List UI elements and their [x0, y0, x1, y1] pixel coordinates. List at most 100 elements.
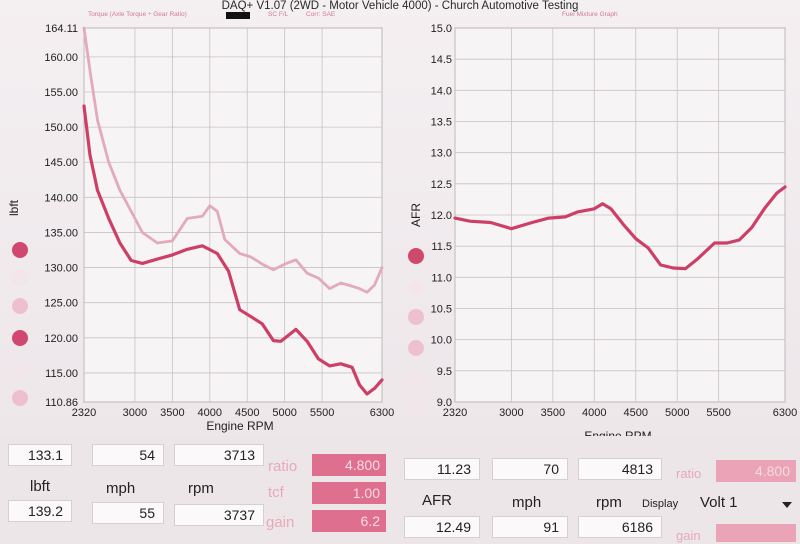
left-chart-subtitle-3: Corr: SAE	[306, 11, 336, 18]
header: DAQ+ V1.07 (2WD - Motor Vehicle 4000) - …	[0, 0, 800, 19]
tcf-field[interactable]: 1.00	[312, 482, 386, 504]
gain-label-right: gain	[676, 528, 701, 543]
ratio-field-right[interactable]: 4.800	[716, 460, 796, 482]
y-tick-label: 9.5	[437, 366, 452, 378]
rpm-readout-3: 4813	[578, 458, 662, 480]
gain-label: gain	[266, 514, 295, 531]
y-tick-label: 12.5	[431, 179, 452, 191]
torque-chart: 164.11 160.00 155.00 150.00 145.00 140.00 135.…	[7, 23, 394, 433]
y-tick-label: 10.5	[431, 304, 452, 316]
gain-field[interactable]: 6.2	[312, 510, 386, 532]
x-tick-label: 4000	[582, 407, 606, 419]
right-chart-subtitle: Fuel Mixture Graph	[562, 11, 618, 18]
x-tick-label: 2320	[72, 407, 96, 419]
x-tick-label: 4000	[198, 407, 222, 419]
window-title: DAQ+ V1.07 (2WD - Motor Vehicle 4000) - …	[221, 0, 579, 12]
torque-readout-1: 133.1	[8, 444, 72, 466]
x-tick-label: 5500	[706, 407, 730, 419]
x-tick-label: 5500	[310, 407, 334, 419]
y-tick-label: 115.00	[45, 368, 78, 380]
ratio-label: ratio	[268, 458, 298, 475]
unit-afr: AFR	[422, 492, 452, 509]
unit-lbft: lbft	[30, 478, 51, 495]
channel-indicator-dot	[12, 361, 28, 377]
y-tick-label: 120.00	[44, 333, 78, 345]
series-line	[82, 104, 384, 396]
y-tick-label: 150.00	[44, 122, 78, 134]
left-chart-subtitle-2: SC F/L	[268, 11, 289, 18]
y-axis-label: AFR	[409, 203, 423, 227]
charts-svg: 164.11 160.00 155.00 150.00 145.00 140.00 135.…	[7, 23, 797, 436]
rpm-readout-1: 3713	[174, 444, 264, 466]
afr-chart: 15.0 14.5 14.0 13.5 13.0 12.5 12.0 11.5 11.0 10.5…	[408, 23, 797, 436]
unit-mph: mph	[106, 480, 136, 497]
x-tick-label: 4500	[235, 407, 259, 419]
x-tick-label: 4500	[624, 407, 648, 419]
x-tick-label: 6300	[773, 407, 797, 419]
channel-indicator-dot	[408, 372, 424, 388]
redacted-box	[226, 12, 250, 19]
y-tick-label: 14.5	[431, 54, 452, 66]
y-tick-label: 164.11	[45, 23, 78, 35]
y-tick-label: 13.0	[431, 148, 452, 160]
x-tick-label: 5000	[665, 407, 689, 419]
plot-area	[83, 27, 383, 403]
y-tick-label: 130.00	[44, 263, 78, 275]
y-tick-label: 14.0	[431, 85, 452, 97]
ratio-label-right: ratio	[676, 466, 702, 481]
speed-readout-2: 55	[92, 502, 164, 524]
speed-readout-3: 70	[492, 458, 568, 480]
display-label: Display	[642, 498, 679, 510]
readout-panel: 133.1 54 3713 lbft mph rpm 139.2 55 3737…	[0, 436, 800, 544]
afr-readout-2: 12.49	[404, 516, 480, 538]
y-tick-label: 160.00	[44, 52, 78, 64]
channel-indicator-dot	[12, 390, 28, 406]
series-line	[453, 185, 787, 271]
ratio-field[interactable]: 4.800	[312, 454, 386, 476]
display-select-value[interactable]: Volt 1	[700, 494, 738, 511]
channel-indicator-dot	[12, 270, 28, 286]
tcf-label: tcf	[268, 484, 284, 501]
x-tick-label: 3000	[123, 407, 147, 419]
channel-indicator-dot	[408, 340, 424, 356]
y-axis-label: lbft	[7, 199, 21, 216]
x-tick-label: 6300	[370, 407, 394, 419]
gain-field-right[interactable]	[716, 524, 796, 542]
y-tick-label: 15.0	[431, 23, 452, 35]
speed-readout-4: 91	[492, 516, 568, 538]
channel-indicator-dot	[12, 298, 28, 314]
x-tick-label: 3500	[541, 407, 565, 419]
x-tick-label: 3000	[499, 407, 523, 419]
x-axis-label: Engine RPM	[206, 419, 273, 433]
y-tick-label: 9.0	[437, 397, 452, 409]
rpm-readout-4: 6186	[578, 516, 662, 538]
channel-indicator-dot	[408, 248, 424, 264]
x-tick-label: 2320	[443, 407, 467, 419]
y-tick-label: 13.5	[431, 117, 452, 129]
y-tick-label: 10.0	[431, 335, 452, 347]
rpm-readout-2: 3737	[174, 504, 264, 526]
speed-readout-1: 54	[92, 444, 164, 466]
x-axis-label: Engine RPM	[584, 429, 651, 436]
y-tick-label: 140.00	[44, 192, 78, 204]
y-tick-label: 135.00	[44, 227, 78, 239]
torque-readout-2: 139.2	[8, 500, 72, 522]
y-tick-label: 11.5	[431, 241, 452, 253]
y-tick-label: 125.00	[44, 298, 78, 310]
chevron-down-icon[interactable]	[782, 502, 792, 508]
unit-rpm: rpm	[188, 480, 214, 497]
channel-indicator-dot	[12, 330, 28, 346]
unit-rpm-right: rpm	[596, 494, 622, 511]
y-tick-label: 12.0	[431, 210, 452, 222]
y-tick-label: 145.00	[44, 157, 78, 169]
channel-indicator-dot	[408, 309, 424, 325]
channel-indicator-dot	[408, 400, 424, 416]
y-tick-label: 110.86	[45, 397, 78, 409]
y-tick-label: 11.0	[431, 272, 452, 284]
unit-mph-right: mph	[512, 494, 542, 511]
left-chart-subtitle: Torque (Axle Torque ÷ Gear Ratio)	[88, 11, 187, 18]
x-tick-label: 5000	[272, 407, 296, 419]
y-tick-label: 155.00	[44, 87, 78, 99]
afr-readout-1: 11.23	[404, 458, 480, 480]
